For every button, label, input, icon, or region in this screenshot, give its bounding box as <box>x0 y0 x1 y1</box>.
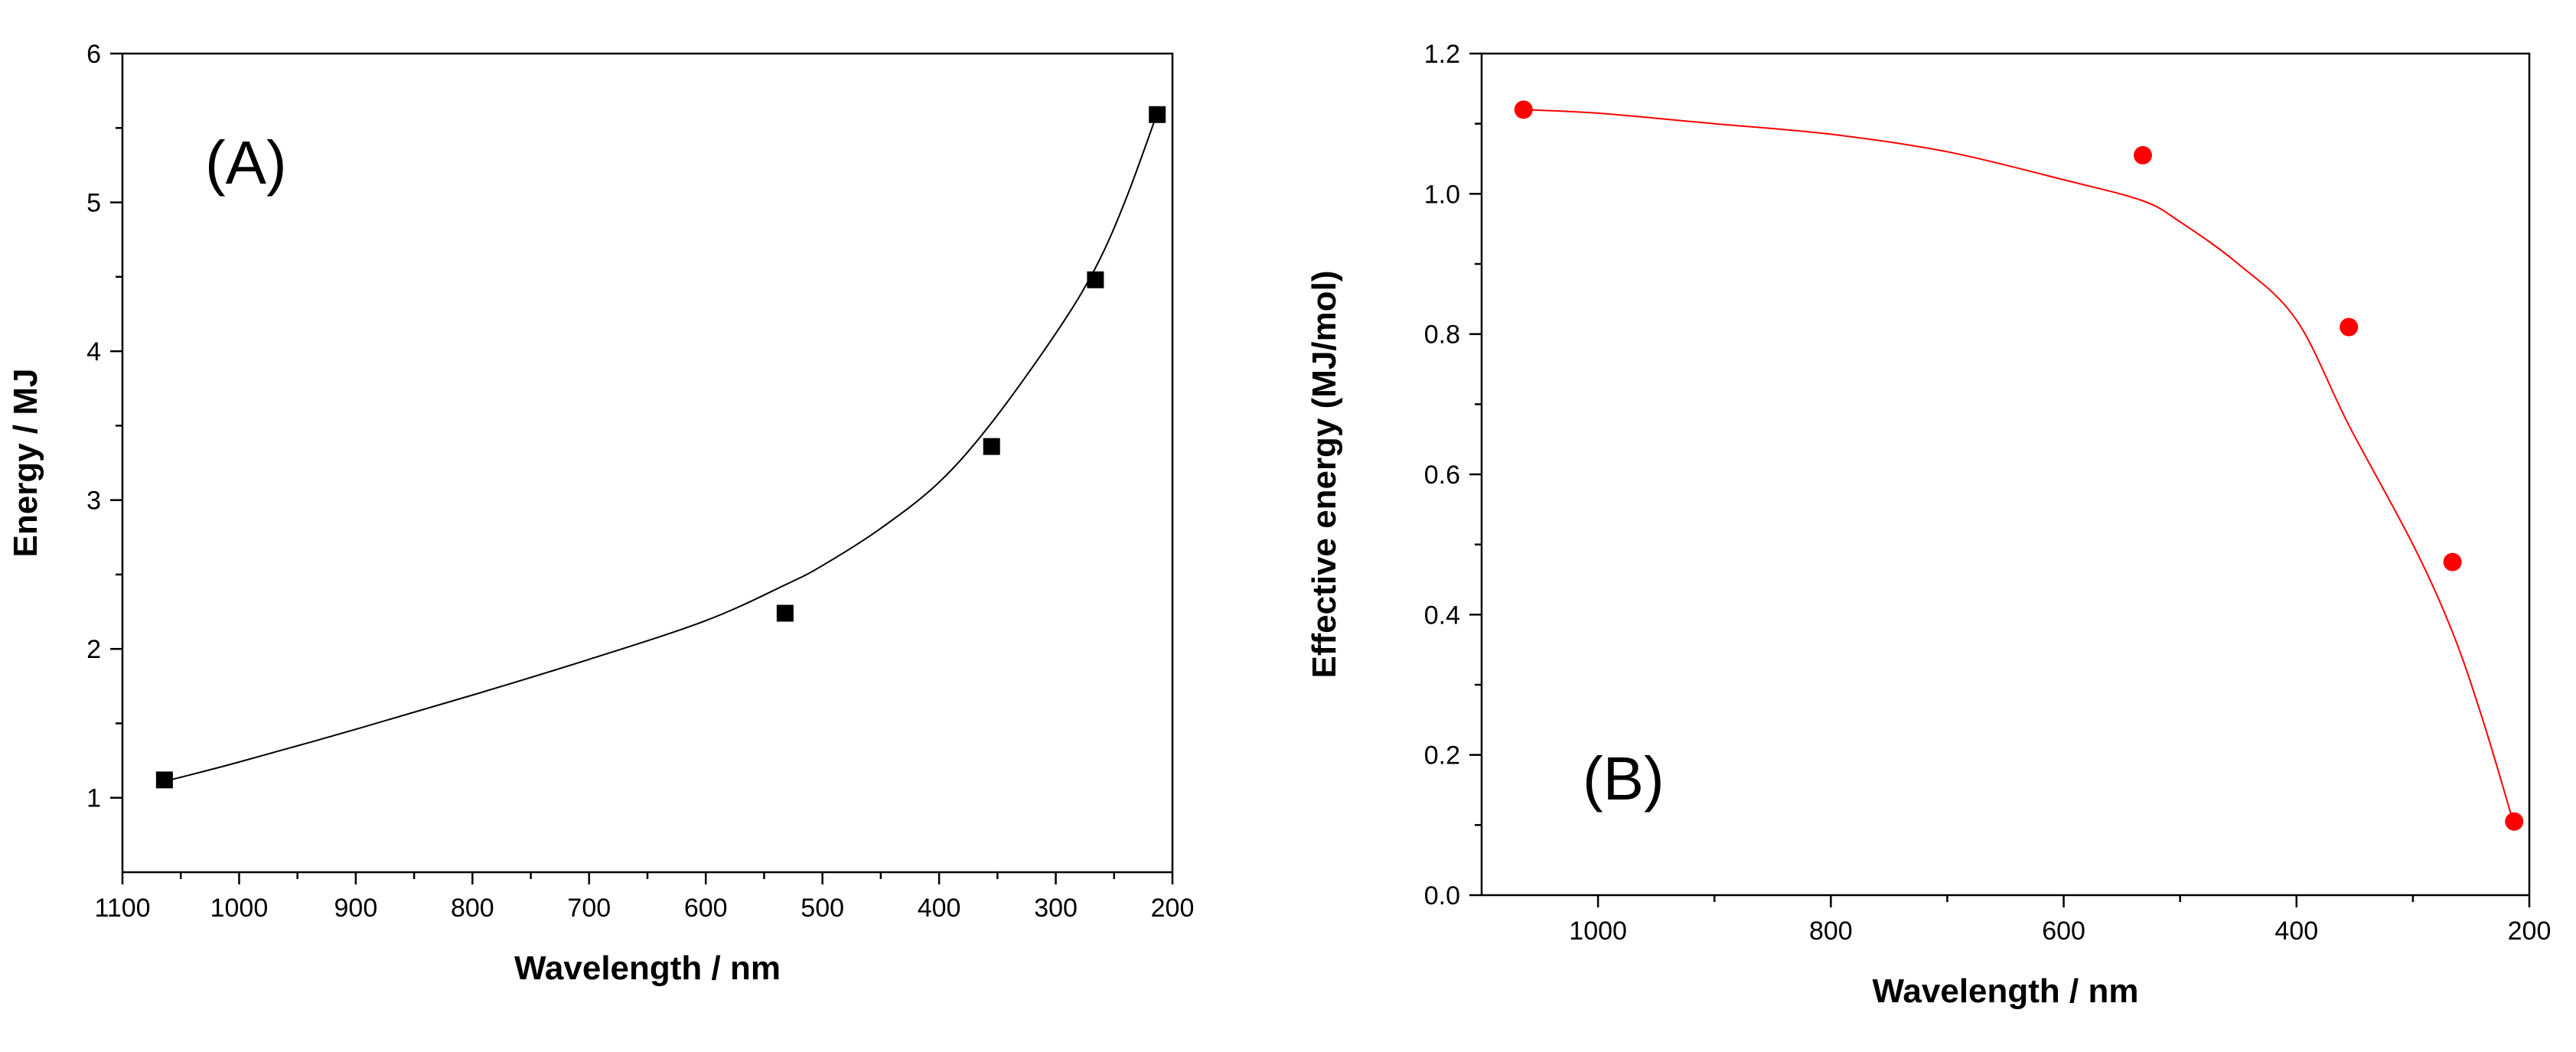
data-point <box>1149 106 1166 123</box>
y-tick-label: 3 <box>86 487 101 516</box>
y-tick-label: 0.4 <box>1424 601 1460 630</box>
chart-b: 1000 800 600 400 200 0.0 0.2 0.4 0.6 0.8 1.0 1.2 Wav… <box>1306 40 2552 1010</box>
data-point <box>2443 552 2462 572</box>
y-tick-label: 0.8 <box>1424 321 1460 350</box>
data-point <box>2133 145 2152 164</box>
x-tick-label: 400 <box>918 894 961 923</box>
chart-a: 1100 1000 900 800 700 600 500 400 300 200 1 2 3 4 5 6 Wa… <box>7 40 1195 987</box>
y-tick-label: 0.2 <box>1424 741 1460 770</box>
x-tick-label: 200 <box>2508 917 2552 946</box>
panel-label: (A) <box>205 129 287 197</box>
x-tick-label: 1000 <box>1569 917 1627 946</box>
y-tick-label: 0.0 <box>1424 881 1460 910</box>
x-tick-label: 200 <box>1151 894 1195 923</box>
data-point <box>1087 271 1104 288</box>
x-tick-label: 1000 <box>210 894 269 923</box>
data-point <box>155 771 173 789</box>
x-tick-label: 800 <box>451 894 494 923</box>
fit-curve <box>164 112 1159 783</box>
panel-label: (B) <box>1583 744 1665 813</box>
data-point <box>983 438 1000 455</box>
data-point <box>2340 318 2359 337</box>
y-tick-label: 1 <box>86 784 101 813</box>
y-tick-label: 5 <box>86 189 101 218</box>
data-point <box>776 604 794 622</box>
y-axis-title: Effective energy (MJ/mol) <box>1306 270 1343 678</box>
x-tick-label: 300 <box>1034 894 1078 923</box>
x-axis-title: Wavelength / nm <box>1873 972 2139 1010</box>
data-point <box>2505 812 2524 831</box>
y-axis-title: Energy / MJ <box>7 369 44 558</box>
x-axis-title: Wavelength / nm <box>514 949 781 987</box>
y-tick-label: 2 <box>86 635 101 664</box>
x-tick-label: 600 <box>2042 917 2085 946</box>
x-tick-label: 500 <box>801 894 844 923</box>
y-tick-label: 4 <box>86 337 101 366</box>
x-tick-label: 700 <box>567 894 611 923</box>
x-tick-label: 800 <box>1809 917 1853 946</box>
x-tick-label: 1100 <box>94 894 150 923</box>
data-point <box>1514 100 1533 119</box>
y-tick-label: 1.0 <box>1424 180 1460 209</box>
y-tick-label: 6 <box>86 40 101 69</box>
fit-curve <box>1523 109 2516 826</box>
y-tick-label: 0.6 <box>1424 461 1460 490</box>
y-tick-label: 1.2 <box>1424 40 1460 69</box>
x-tick-label: 900 <box>334 894 378 923</box>
x-tick-label: 400 <box>2274 917 2318 946</box>
x-tick-label: 600 <box>684 894 728 923</box>
